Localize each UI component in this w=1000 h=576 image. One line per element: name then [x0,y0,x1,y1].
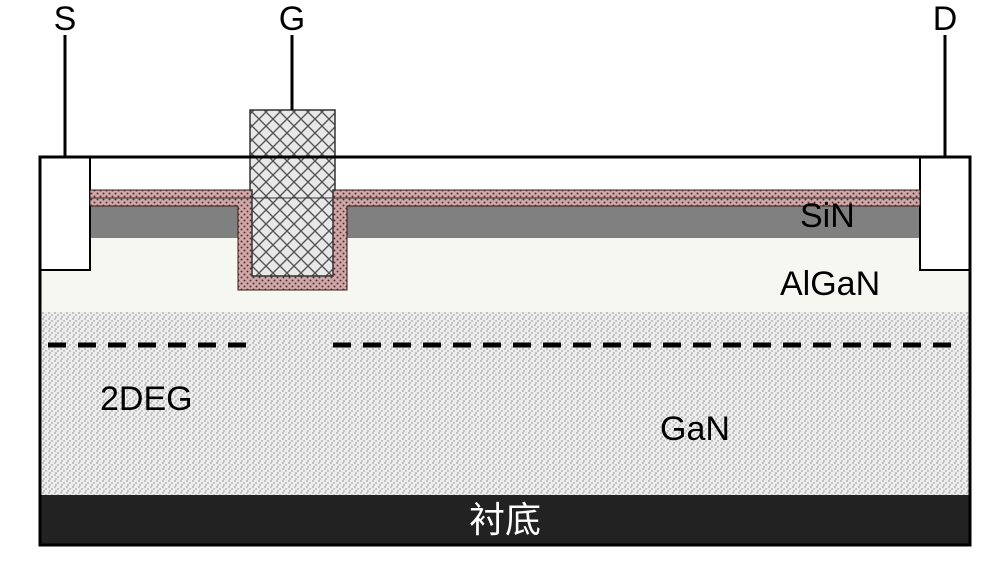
gate-electrode [250,110,335,276]
contact-source [40,157,90,270]
contact-drain [920,157,970,270]
label-sin: SiN [800,197,855,235]
label-gate: G [279,0,305,38]
label-drain: D [933,0,958,38]
label-substrate: 衬底 [469,499,541,540]
label-gan: GaN [660,410,730,448]
diagram-container: S G D SiN AlGaN 2DEG GaN 衬底 [0,0,1000,576]
label-source: S [54,0,77,38]
label-2deg: 2DEG [100,380,193,418]
label-algan: AlGaN [780,265,880,303]
hemt-cross-section: S G D SiN AlGaN 2DEG GaN 衬底 [0,0,1000,576]
